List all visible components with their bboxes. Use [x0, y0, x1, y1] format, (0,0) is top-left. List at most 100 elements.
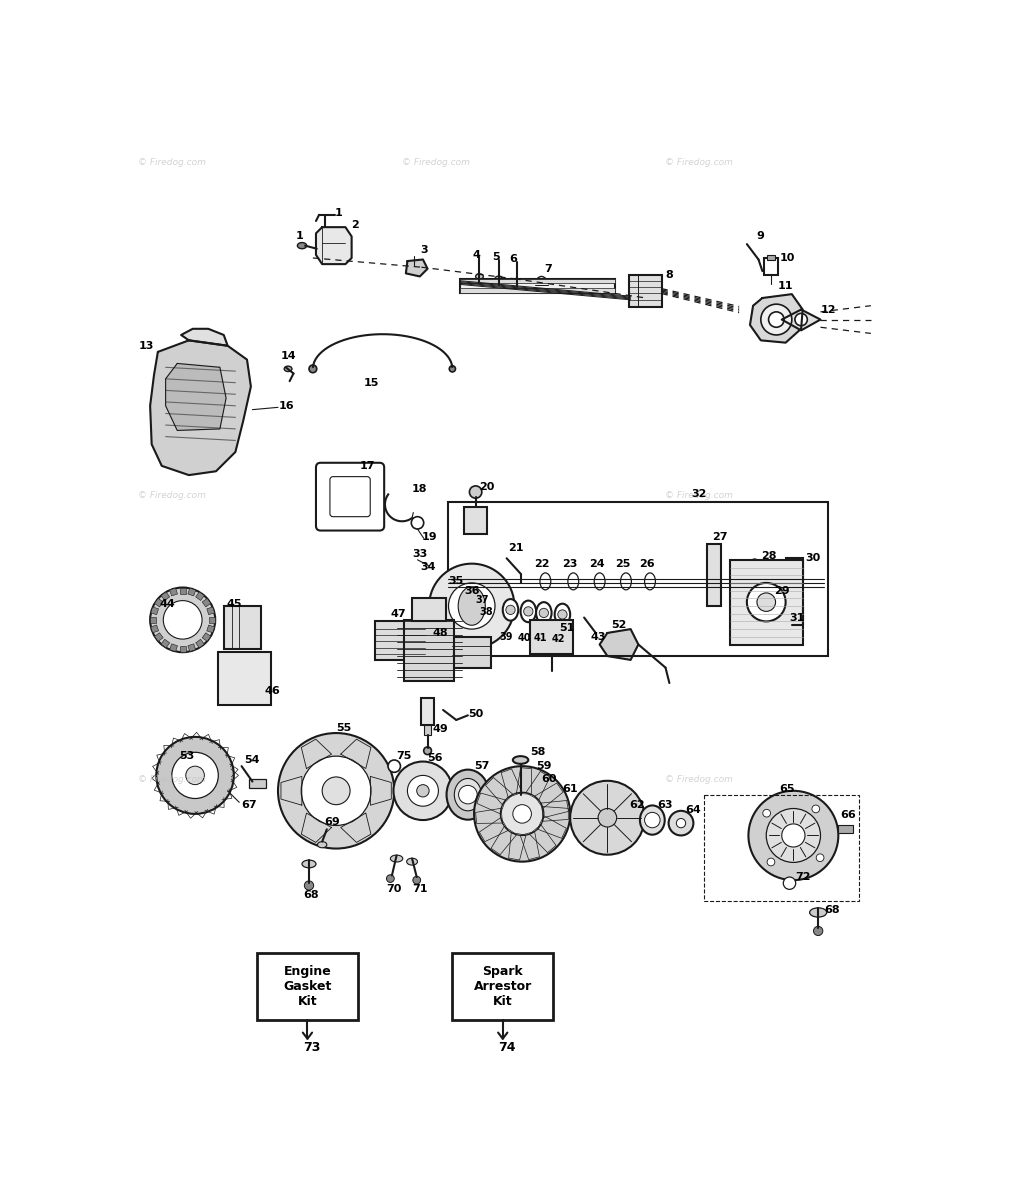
Text: 9: 9: [756, 232, 764, 241]
Circle shape: [172, 752, 218, 798]
Text: 25: 25: [615, 559, 630, 570]
Ellipse shape: [567, 572, 579, 590]
Bar: [453, 637, 491, 667]
Circle shape: [645, 812, 660, 828]
Bar: [460, 278, 615, 283]
Bar: [196, 640, 204, 648]
Ellipse shape: [516, 794, 525, 800]
Bar: [629, 275, 662, 307]
Text: 36: 36: [464, 586, 479, 595]
Ellipse shape: [620, 572, 631, 590]
Ellipse shape: [536, 602, 551, 624]
Bar: [180, 646, 186, 652]
Circle shape: [450, 366, 456, 372]
Bar: [196, 592, 204, 600]
Text: Engine
Gasket
Kit: Engine Gasket Kit: [283, 965, 332, 1008]
Bar: [449, 502, 828, 656]
Text: 43: 43: [591, 631, 606, 642]
Text: 34: 34: [420, 563, 435, 572]
Text: 52: 52: [611, 620, 626, 630]
Circle shape: [411, 517, 423, 529]
Polygon shape: [150, 341, 251, 475]
Text: 64: 64: [685, 805, 700, 815]
Text: 15: 15: [363, 378, 379, 388]
Bar: [223, 606, 261, 649]
Text: 28: 28: [761, 551, 776, 560]
Circle shape: [505, 605, 516, 614]
Text: 67: 67: [242, 799, 257, 810]
Ellipse shape: [749, 559, 760, 572]
Text: 19: 19: [421, 532, 437, 541]
Text: 37: 37: [476, 595, 489, 605]
Ellipse shape: [540, 572, 551, 590]
Bar: [188, 644, 196, 652]
Text: 14: 14: [280, 350, 296, 361]
Ellipse shape: [645, 572, 656, 590]
FancyBboxPatch shape: [316, 463, 384, 530]
Ellipse shape: [639, 805, 665, 835]
Text: 70: 70: [387, 884, 402, 894]
Text: 30: 30: [805, 553, 820, 563]
Text: 57: 57: [474, 761, 489, 772]
Ellipse shape: [447, 769, 489, 820]
Text: 1: 1: [295, 232, 303, 241]
Ellipse shape: [502, 599, 519, 620]
Text: © Firedog.com: © Firedog.com: [666, 775, 734, 785]
Text: 5: 5: [492, 252, 499, 262]
Circle shape: [469, 486, 482, 498]
Text: 55: 55: [336, 722, 351, 733]
Bar: [161, 640, 170, 648]
Ellipse shape: [513, 756, 529, 764]
Text: 4: 4: [472, 250, 480, 260]
Ellipse shape: [458, 587, 485, 625]
Text: 49: 49: [433, 725, 449, 734]
Circle shape: [761, 304, 792, 335]
Bar: [460, 288, 615, 293]
Bar: [180, 588, 186, 594]
Text: 31: 31: [790, 612, 805, 623]
Text: 53: 53: [180, 751, 195, 761]
Text: 39: 39: [499, 631, 514, 642]
Ellipse shape: [521, 601, 536, 622]
Text: 7: 7: [544, 264, 551, 274]
Text: 8: 8: [666, 270, 673, 280]
Polygon shape: [538, 816, 566, 839]
Text: 68: 68: [824, 905, 840, 916]
Circle shape: [459, 786, 477, 804]
Ellipse shape: [455, 779, 481, 811]
Bar: [207, 607, 214, 614]
Polygon shape: [535, 784, 563, 809]
Circle shape: [423, 746, 431, 755]
Circle shape: [474, 766, 570, 862]
Text: Spark
Arrestor
Kit: Spark Arrestor Kit: [474, 965, 532, 1008]
Text: 51: 51: [559, 623, 574, 632]
Ellipse shape: [407, 858, 417, 865]
Circle shape: [407, 775, 438, 806]
Polygon shape: [301, 739, 332, 768]
Bar: [150, 617, 156, 623]
Circle shape: [156, 737, 233, 814]
Circle shape: [757, 593, 775, 611]
Text: 66: 66: [839, 810, 856, 821]
Text: 33: 33: [412, 548, 427, 559]
Bar: [704, 794, 860, 901]
Circle shape: [812, 805, 820, 812]
Bar: [154, 599, 163, 607]
Text: 23: 23: [562, 559, 578, 570]
Bar: [837, 826, 853, 833]
Text: 61: 61: [562, 785, 579, 794]
Bar: [767, 254, 774, 259]
Bar: [218, 653, 271, 704]
Polygon shape: [501, 769, 522, 797]
Circle shape: [322, 776, 350, 805]
Text: 54: 54: [245, 755, 260, 766]
Text: 13: 13: [138, 341, 154, 350]
Text: 59: 59: [536, 761, 551, 772]
Polygon shape: [600, 629, 638, 660]
Circle shape: [524, 607, 533, 616]
Circle shape: [748, 791, 838, 880]
Bar: [257, 953, 358, 1020]
Text: 20: 20: [479, 481, 495, 492]
Polygon shape: [526, 772, 550, 800]
Circle shape: [570, 781, 645, 854]
